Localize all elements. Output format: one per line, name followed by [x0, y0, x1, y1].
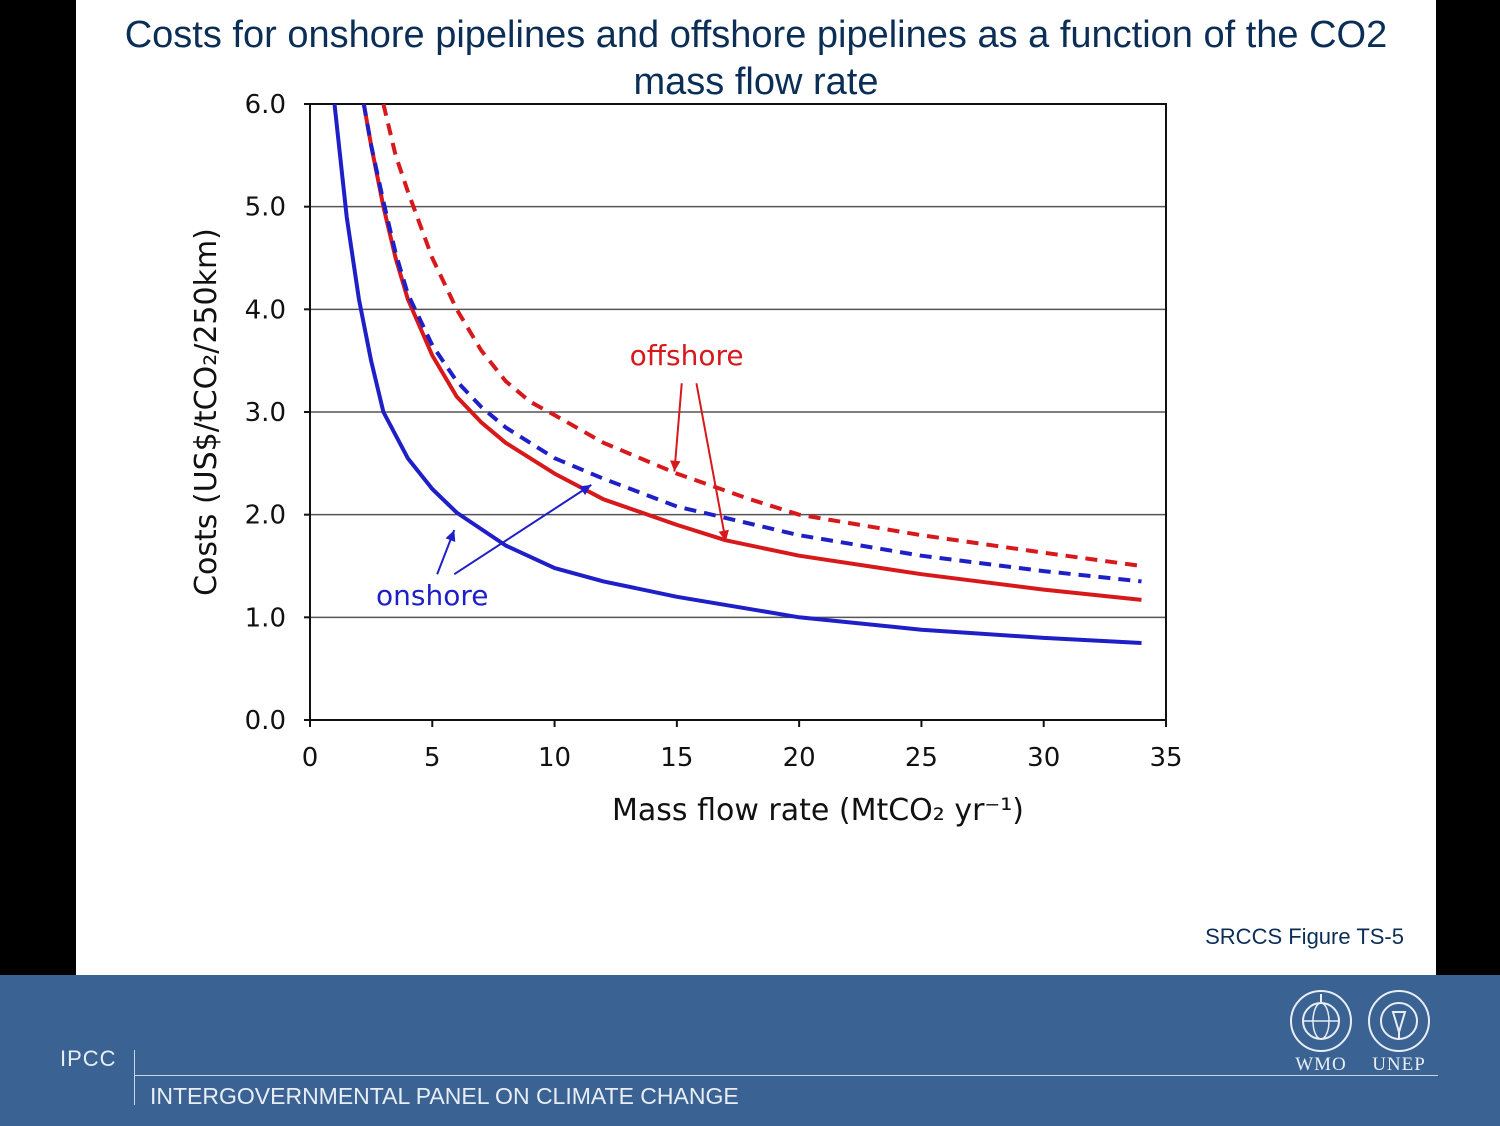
x-tick-label: 35: [1149, 743, 1182, 773]
y-tick-label: 6.0: [245, 90, 286, 120]
series-line-onshore-dashed: [361, 103, 1142, 584]
figure-caption: SRCCS Figure TS-5: [1205, 924, 1404, 949]
wmo-label: WMO: [1295, 1054, 1347, 1075]
unep-logo: UNEP: [1364, 990, 1434, 1076]
annotation-offshore: offshore: [630, 339, 744, 372]
unep-label: UNEP: [1372, 1054, 1426, 1075]
footer-divider: [134, 1075, 1438, 1076]
footer-vertical-divider: [134, 1050, 135, 1105]
offshore-arrow-dashed: [673, 383, 683, 472]
y-tick-label: 5.0: [245, 193, 286, 223]
y-tick-label: 1.0: [245, 603, 286, 633]
slide-title: Costs for onshore pipelines and offshore…: [124, 14, 1388, 103]
y-axis-label: Costs (US$/tCO₂/250km): [189, 228, 224, 596]
x-tick-label: 0: [302, 743, 319, 773]
series-line-onshore-solid: [332, 103, 1142, 645]
x-tick-label: 15: [660, 743, 693, 773]
x-tick-label: 5: [424, 743, 441, 773]
x-axis-label: Mass flow rate (MtCO₂ yr⁻¹): [612, 793, 1024, 828]
offshore-arrow-solid: [695, 383, 727, 542]
onshore-arrow-dashed: [453, 484, 592, 576]
x-tick-label: 20: [783, 743, 816, 773]
wmo-emblem-icon: [1290, 990, 1352, 1052]
ipcc-short-name: IPCC: [60, 1046, 117, 1071]
x-tick-label: 25: [905, 743, 938, 773]
series-line-offshore-solid: [361, 103, 1142, 602]
y-tick-label: 4.0: [245, 295, 286, 325]
x-tick-label: 10: [538, 743, 571, 773]
y-tick-label: 0.0: [245, 706, 286, 736]
y-tick-label: 2.0: [245, 501, 286, 531]
unep-emblem-icon: [1368, 990, 1430, 1052]
onshore-arrow-solid-head: [445, 530, 456, 543]
chart-plot: 0.0 1.0 2.0 3.0 4.0 5.0 6.0 0 5 10 15 20 25 30 35 Mass …: [189, 90, 1183, 828]
offshore-arrow-solid-head: [718, 529, 729, 542]
annotation-onshore: onshore: [376, 579, 488, 612]
x-tick-label: 30: [1027, 743, 1060, 773]
organization-name: INTERGOVERNMENTAL PANEL ON CLIMATE CHANG…: [150, 1083, 739, 1109]
offshore-arrow-dashed-head: [670, 460, 681, 472]
slide-canvas: Costs for onshore pipelines and offshore…: [76, 0, 1436, 975]
wmo-logo: WMO: [1286, 990, 1356, 1076]
onshore-arrow-dashed-head: [579, 484, 592, 496]
y-tick-label: 3.0: [245, 398, 286, 428]
footer-band: [0, 975, 1500, 1126]
series-line-offshore-dashed: [381, 103, 1142, 568]
